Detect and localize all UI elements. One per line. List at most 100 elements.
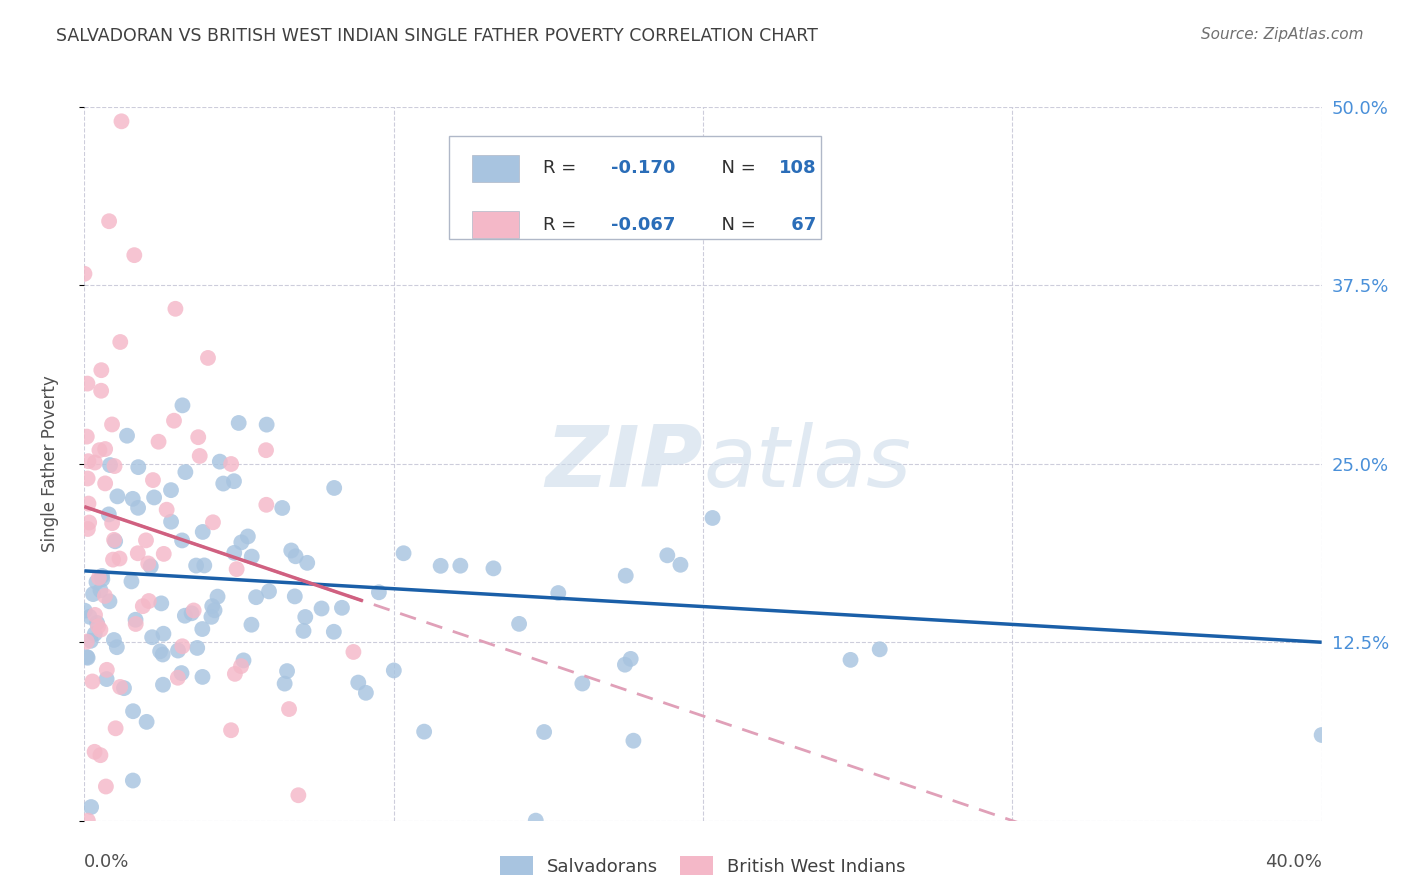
Point bbox=[614, 568, 637, 582]
Point bbox=[284, 590, 307, 604]
Point bbox=[166, 671, 188, 685]
Point bbox=[354, 686, 377, 700]
Point bbox=[193, 558, 215, 573]
Point bbox=[141, 630, 163, 644]
Point bbox=[104, 721, 127, 735]
Point bbox=[127, 546, 149, 560]
Point bbox=[80, 633, 103, 648]
Point bbox=[1310, 728, 1333, 742]
Point bbox=[80, 800, 103, 814]
Point bbox=[90, 384, 112, 398]
Point bbox=[228, 416, 250, 430]
Point bbox=[229, 659, 252, 673]
Point bbox=[127, 500, 149, 515]
Point bbox=[170, 666, 193, 681]
Point bbox=[287, 789, 309, 803]
Point bbox=[533, 725, 555, 739]
Point bbox=[225, 562, 247, 576]
Point bbox=[82, 674, 104, 689]
Point bbox=[382, 664, 405, 678]
Point bbox=[172, 640, 194, 654]
Point bbox=[236, 529, 259, 543]
Point bbox=[547, 586, 569, 600]
Point bbox=[83, 627, 105, 641]
Point bbox=[323, 481, 346, 495]
Point bbox=[76, 429, 98, 443]
Legend: Salvadorans, British West Indians: Salvadorans, British West Indians bbox=[494, 849, 912, 883]
Point bbox=[257, 584, 280, 599]
Point bbox=[143, 491, 166, 505]
Point bbox=[122, 704, 145, 718]
Point bbox=[94, 780, 117, 794]
Point bbox=[311, 601, 333, 615]
Point bbox=[208, 455, 231, 469]
Point bbox=[330, 600, 353, 615]
Point bbox=[240, 617, 263, 632]
Point bbox=[94, 589, 117, 603]
Point bbox=[76, 650, 98, 665]
Point bbox=[191, 670, 214, 684]
Point bbox=[156, 502, 179, 516]
Point bbox=[89, 443, 111, 458]
Point bbox=[167, 643, 190, 657]
Text: Single Father Poverty: Single Father Poverty bbox=[41, 376, 59, 552]
Point bbox=[135, 533, 157, 548]
Point bbox=[222, 474, 245, 488]
Point bbox=[101, 417, 124, 432]
Point bbox=[174, 465, 197, 479]
Point bbox=[76, 634, 98, 648]
Point bbox=[152, 678, 174, 692]
FancyBboxPatch shape bbox=[471, 211, 519, 237]
Point bbox=[482, 561, 505, 575]
Point bbox=[120, 574, 142, 589]
Point bbox=[201, 599, 224, 614]
Text: R =: R = bbox=[543, 159, 582, 177]
Point bbox=[103, 533, 125, 547]
Text: atlas: atlas bbox=[703, 422, 911, 506]
Point bbox=[524, 814, 547, 828]
Point bbox=[139, 559, 162, 574]
Point bbox=[278, 702, 301, 716]
Text: 108: 108 bbox=[779, 159, 815, 177]
Point bbox=[124, 248, 146, 262]
Text: Source: ZipAtlas.com: Source: ZipAtlas.com bbox=[1201, 27, 1364, 42]
Point bbox=[82, 587, 104, 601]
Point bbox=[122, 773, 145, 788]
Point bbox=[869, 642, 891, 657]
FancyBboxPatch shape bbox=[450, 136, 821, 239]
Point bbox=[96, 672, 118, 686]
Point bbox=[124, 613, 146, 627]
Point bbox=[101, 516, 124, 530]
Point bbox=[160, 515, 183, 529]
Point bbox=[280, 543, 302, 558]
Point bbox=[219, 723, 242, 738]
Point bbox=[136, 557, 159, 571]
Point bbox=[132, 599, 155, 614]
Point bbox=[273, 676, 295, 690]
Point bbox=[165, 301, 187, 316]
Point bbox=[276, 664, 298, 678]
Point bbox=[87, 571, 110, 585]
Text: -0.170: -0.170 bbox=[612, 159, 676, 177]
Point bbox=[186, 558, 208, 573]
Point bbox=[620, 652, 643, 666]
FancyBboxPatch shape bbox=[471, 155, 519, 182]
Point bbox=[702, 511, 724, 525]
Point bbox=[201, 516, 224, 530]
Point bbox=[297, 556, 319, 570]
Point bbox=[449, 558, 471, 573]
Point bbox=[172, 398, 194, 412]
Point bbox=[110, 114, 132, 128]
Point bbox=[172, 533, 194, 548]
Point bbox=[73, 604, 96, 618]
Point bbox=[76, 471, 98, 485]
Point bbox=[112, 681, 135, 695]
Point bbox=[212, 476, 235, 491]
Point bbox=[657, 549, 679, 563]
Point bbox=[73, 267, 96, 281]
Point bbox=[77, 497, 100, 511]
Point bbox=[108, 551, 131, 566]
Point bbox=[254, 498, 277, 512]
Point bbox=[623, 733, 645, 747]
Point bbox=[200, 610, 222, 624]
